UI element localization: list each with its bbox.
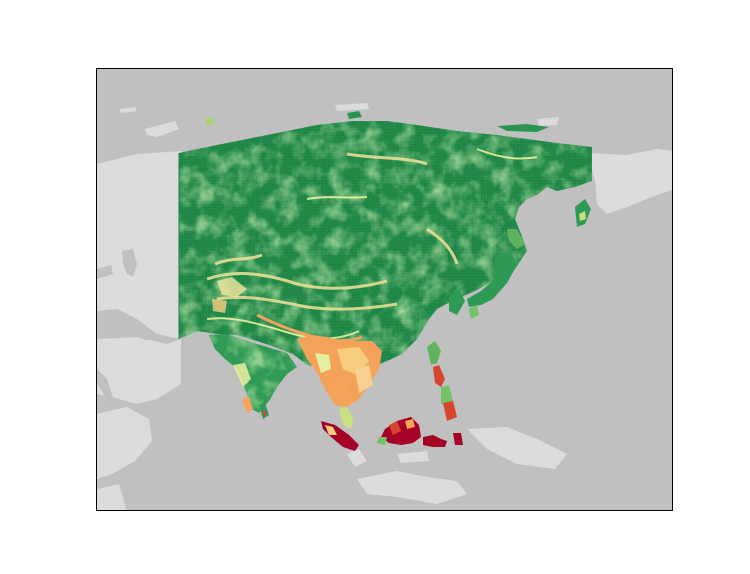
asia-raster (178, 111, 592, 451)
map-frame (96, 68, 673, 511)
map-canvas (97, 69, 672, 510)
background-land (97, 103, 672, 510)
